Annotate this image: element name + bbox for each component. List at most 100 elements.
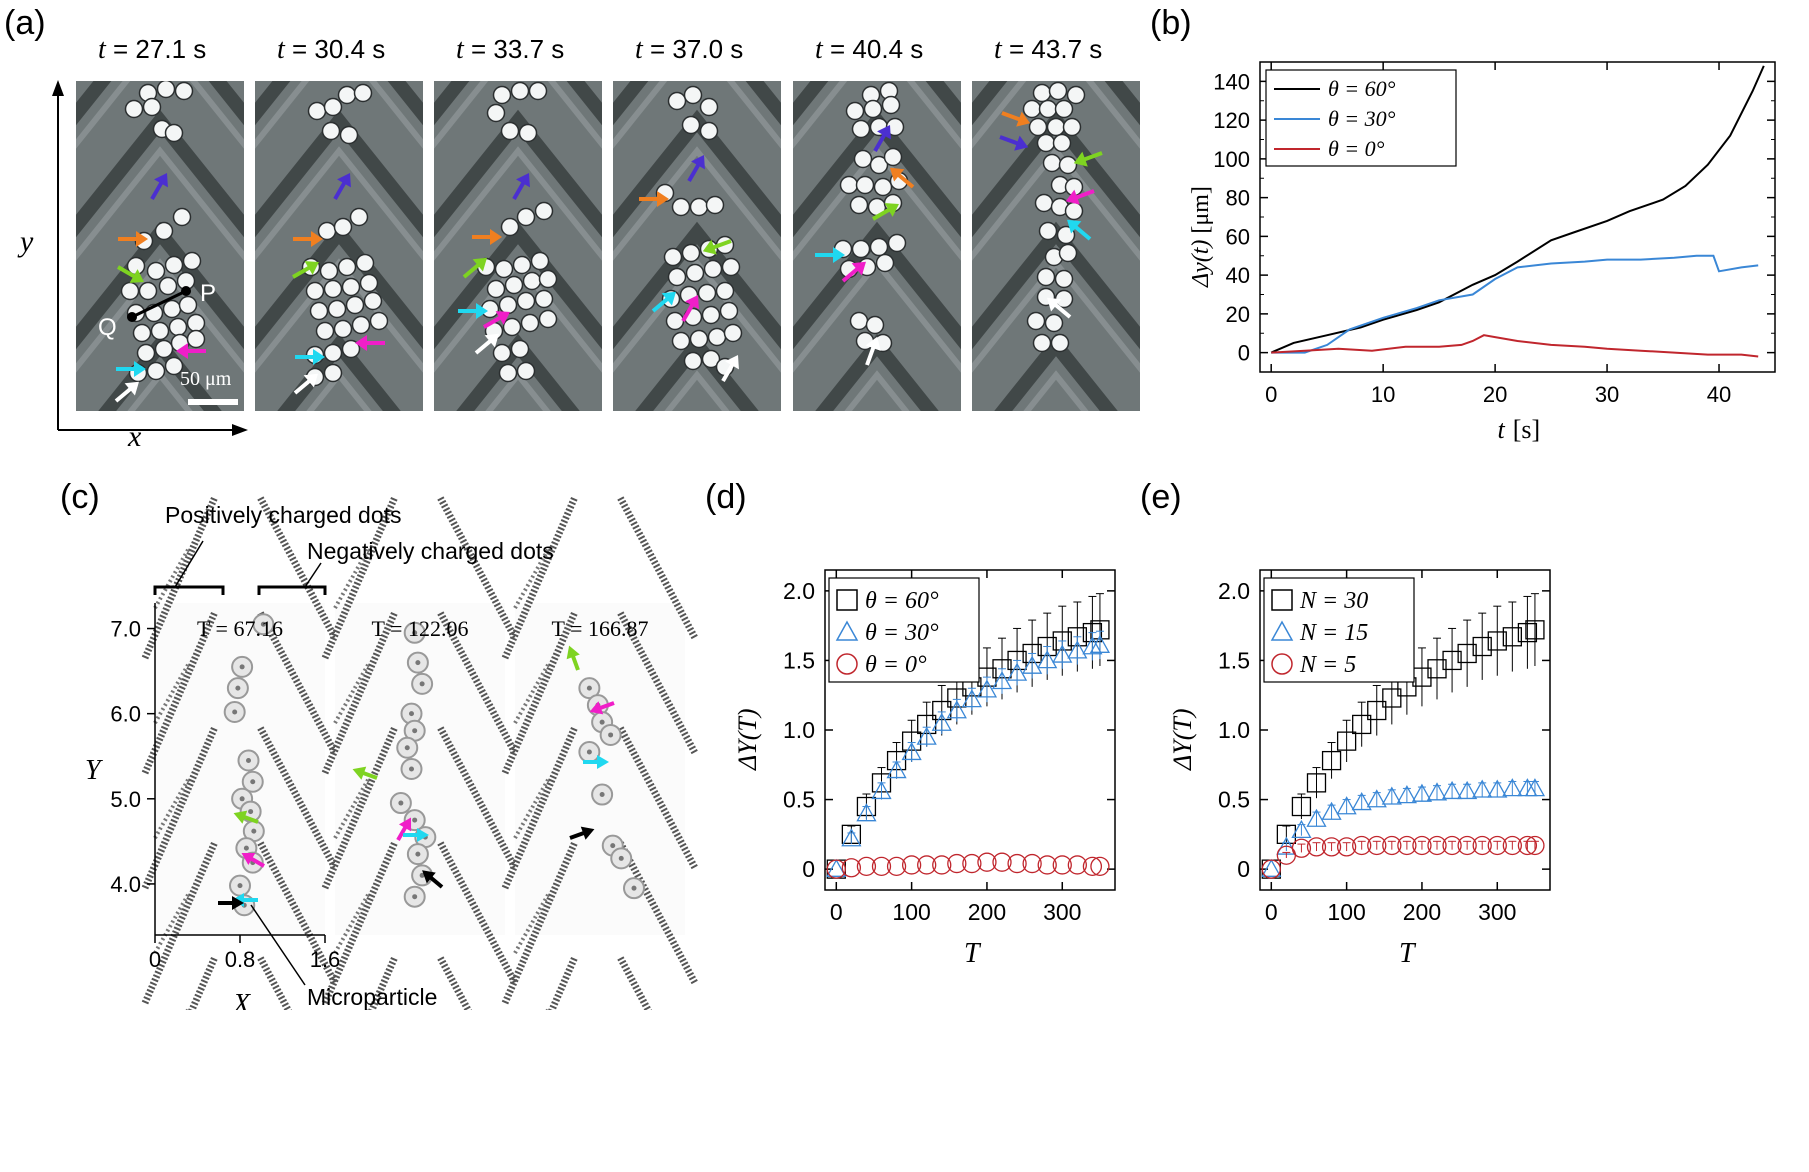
- data-point-circle: [1382, 835, 1402, 856]
- tracking-arrow-purple: [999, 135, 1029, 151]
- microparticle: [182, 251, 202, 271]
- microparticle: [719, 301, 739, 321]
- legend-entry: θ = 60°: [865, 588, 939, 614]
- time-symbol: t: [994, 34, 1002, 65]
- series-triangle: [826, 630, 1111, 877]
- microparticle: [339, 125, 359, 145]
- microscopy-frame: [972, 81, 1140, 411]
- microparticle: [1058, 155, 1078, 175]
- microparticle: [715, 281, 735, 301]
- data-point-circle: [1007, 853, 1027, 874]
- scale-bar: [188, 399, 238, 405]
- microparticle-core: [246, 757, 251, 763]
- x-tick-label: 200: [1403, 899, 1441, 925]
- microparticle: [323, 343, 343, 363]
- microparticle-core: [232, 709, 238, 715]
- microparticle-core: [412, 728, 418, 734]
- y-axis-arrowhead: [52, 80, 64, 96]
- data-point-circle: [1502, 835, 1522, 856]
- tracking-arrow-orange: [472, 229, 502, 245]
- tracking-arrow-orange: [118, 231, 148, 247]
- microparticle: [142, 97, 162, 117]
- tracking-arrow-white: [865, 336, 881, 366]
- data-point-circle: [1082, 856, 1103, 876]
- data-point-circle: [947, 853, 967, 874]
- microparticle: [869, 237, 889, 257]
- microparticle: [321, 121, 341, 141]
- time-value: 30.4 s: [314, 34, 386, 64]
- microparticle: [486, 103, 506, 123]
- data-point-triangle: [856, 803, 877, 822]
- data-point-triangle: [1291, 819, 1312, 839]
- panel-label-b: (b): [1150, 4, 1192, 42]
- time-equals: =: [463, 34, 494, 64]
- tracking-arrow-cyan: [651, 291, 676, 313]
- data-point-circle: [1352, 835, 1372, 856]
- panel-label-a: (a): [4, 4, 46, 42]
- data-point-triangle: [916, 726, 937, 745]
- point-q-label: Q: [98, 314, 117, 341]
- microparticle: [186, 329, 206, 349]
- frame-time-label: t = 30.4 s: [277, 34, 385, 66]
- tracking-arrow-magenta: [396, 817, 412, 841]
- microparticle: [851, 239, 871, 259]
- data-point-triangle: [1306, 808, 1327, 827]
- tracking-arrow-white: [474, 333, 499, 355]
- legend-entry: N = 30: [1299, 588, 1368, 614]
- microparticle: [345, 295, 365, 315]
- microparticle-core: [412, 894, 418, 900]
- point-p-label: P: [200, 280, 216, 307]
- panel-a-axes: [52, 80, 248, 436]
- x-axis-label: T: [1399, 938, 1417, 969]
- microparticle: [319, 261, 339, 281]
- y-tick-label: 0.5: [783, 787, 815, 813]
- microparticle: [1032, 333, 1052, 353]
- microparticle-core: [409, 711, 414, 717]
- legend-swatch: [1271, 653, 1293, 675]
- data-point-circle: [886, 856, 907, 876]
- data-point-triangle: [1426, 782, 1448, 801]
- x-tick-label: 300: [1043, 899, 1081, 925]
- tracking-arrow-purple: [687, 155, 705, 182]
- y-axis-label: ΔY(T): [733, 709, 762, 772]
- microparticle-core: [260, 621, 266, 627]
- microparticle: [1054, 99, 1074, 119]
- frame-time-label: t = 40.4 s: [815, 34, 923, 66]
- microparticle: [721, 257, 741, 277]
- microparticle: [723, 323, 743, 343]
- microparticle: [309, 301, 329, 321]
- data-point-circle: [1067, 855, 1087, 875]
- time-equals: =: [642, 34, 673, 64]
- microparticle: [154, 221, 174, 241]
- microparticle-core: [586, 685, 592, 691]
- tracking-arrow-magenta: [589, 701, 615, 715]
- series-circle: [1261, 835, 1545, 879]
- axis-label-x: x: [128, 420, 142, 453]
- microparticle: [1026, 311, 1046, 331]
- microparticle: [500, 217, 520, 237]
- time-value: 37.0 s: [672, 34, 744, 64]
- legend-swatch: [1271, 589, 1293, 611]
- microparticle: [172, 207, 192, 227]
- data-point-circle: [992, 852, 1012, 872]
- x-tick-label: 100: [1327, 899, 1365, 925]
- chart-d: 0 100 200 300 0 0.5 1.0 1.5 2.0 θ = 60° θ = 30° θ =…: [733, 569, 1116, 969]
- simulation-snapshot: T = 122.06: [321, 496, 519, 1010]
- leader-line: [304, 562, 322, 588]
- data-point-circle: [1090, 856, 1110, 876]
- data-point-square: [1382, 688, 1402, 708]
- microparticle: [528, 81, 548, 101]
- microparticle: [323, 279, 343, 299]
- microparticle: [1044, 313, 1064, 333]
- legend-entry: θ = 0°: [1328, 136, 1385, 161]
- panel-label-d: (d): [705, 478, 747, 516]
- simulation-snapshot: T = 67.16: [141, 496, 339, 1010]
- microparticle: [1062, 117, 1082, 137]
- tracking-arrow-orange: [890, 167, 915, 189]
- microparticle-core: [599, 719, 605, 725]
- microparticle-core: [599, 792, 605, 798]
- microparticle-core: [239, 664, 245, 670]
- data-point-square: [1352, 714, 1372, 735]
- microparticle-core: [398, 800, 404, 806]
